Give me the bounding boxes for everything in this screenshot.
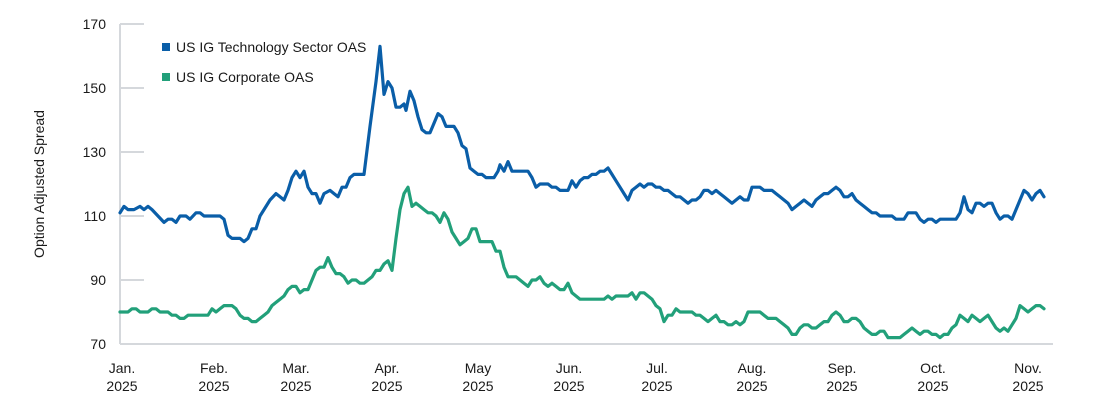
y-tick-label: 70: [90, 336, 106, 352]
y-axis: 70 90 110 130 150 170: [83, 16, 144, 352]
legend: US IG Technology Sector OAS US IG Corpor…: [162, 32, 366, 92]
x-tick-year: 2025: [1012, 378, 1043, 394]
legend-swatch-technology: [162, 43, 170, 51]
x-tick-year: 2025: [371, 378, 402, 394]
series-line-corporate: [118, 185, 1046, 340]
legend-item-technology: US IG Technology Sector OAS: [162, 32, 366, 62]
x-tick-month: Jul.: [646, 360, 668, 376]
legend-label-corporate: US IG Corporate OAS: [176, 69, 314, 85]
y-tick-label: 170: [83, 16, 107, 32]
x-tick-month: Jan.: [109, 360, 135, 376]
legend-item-corporate: US IG Corporate OAS: [162, 62, 366, 92]
x-tick-year: 2025: [280, 378, 311, 394]
y-tick-label: 130: [83, 144, 107, 160]
y-tick-label: 90: [90, 272, 106, 288]
y-axis-title: Option Adjusted Spread: [31, 110, 47, 258]
x-tick-month: Nov.: [1014, 360, 1042, 376]
legend-label-technology: US IG Technology Sector OAS: [176, 39, 367, 55]
x-tick-year: 2025: [106, 378, 137, 394]
x-tick-year: 2025: [641, 378, 672, 394]
x-tick-month: Oct.: [920, 360, 946, 376]
y-tick-label: 110: [84, 208, 107, 224]
x-tick-year: 2025: [917, 378, 948, 394]
x-tick-year: 2025: [553, 378, 584, 394]
x-tick-month: Jun.: [556, 360, 582, 376]
series-line-technology: [118, 44, 1046, 244]
x-tick-month: Mar.: [282, 360, 309, 376]
x-tick-year: 2025: [198, 378, 229, 394]
x-axis: Jan. 2025 Feb. 2025 Mar. 2025 Apr. 2025 May 2025 J…: [106, 343, 1053, 394]
y-tick-label: 150: [83, 80, 107, 96]
legend-swatch-corporate: [162, 73, 170, 81]
x-tick-month: Sep.: [828, 360, 857, 376]
x-tick-month: Apr.: [375, 360, 400, 376]
x-tick-month: Feb.: [200, 360, 228, 376]
series-lines: [118, 44, 1046, 340]
x-tick-month: Aug.: [738, 360, 767, 376]
x-tick-month: May: [465, 360, 491, 376]
x-tick-year: 2025: [462, 378, 493, 394]
x-tick-year: 2025: [826, 378, 857, 394]
x-tick-year: 2025: [736, 378, 767, 394]
